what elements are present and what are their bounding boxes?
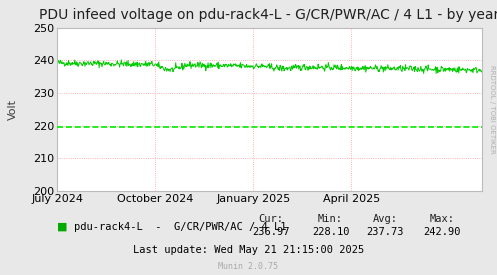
Text: 236.97: 236.97 <box>252 227 290 237</box>
Text: Volt: Volt <box>7 99 17 120</box>
Text: RRDTOOL / TOBI OETIKER: RRDTOOL / TOBI OETIKER <box>489 65 495 154</box>
Text: Min:: Min: <box>318 214 343 224</box>
Text: PDU infeed voltage on pdu-rack4-L - G/CR/PWR/AC / 4 L1 - by year: PDU infeed voltage on pdu-rack4-L - G/CR… <box>39 8 497 22</box>
Text: Avg:: Avg: <box>373 214 398 224</box>
Text: pdu-rack4-L  -  G/CR/PWR/AC / 4 L1: pdu-rack4-L - G/CR/PWR/AC / 4 L1 <box>74 222 286 232</box>
Text: 237.73: 237.73 <box>366 227 404 237</box>
Text: Cur:: Cur: <box>258 214 283 224</box>
Text: Munin 2.0.75: Munin 2.0.75 <box>219 262 278 271</box>
Text: 228.10: 228.10 <box>312 227 349 237</box>
Text: Max:: Max: <box>430 214 455 224</box>
Text: Last update: Wed May 21 21:15:00 2025: Last update: Wed May 21 21:15:00 2025 <box>133 245 364 255</box>
Text: ■: ■ <box>57 222 68 232</box>
Text: 242.90: 242.90 <box>423 227 461 237</box>
